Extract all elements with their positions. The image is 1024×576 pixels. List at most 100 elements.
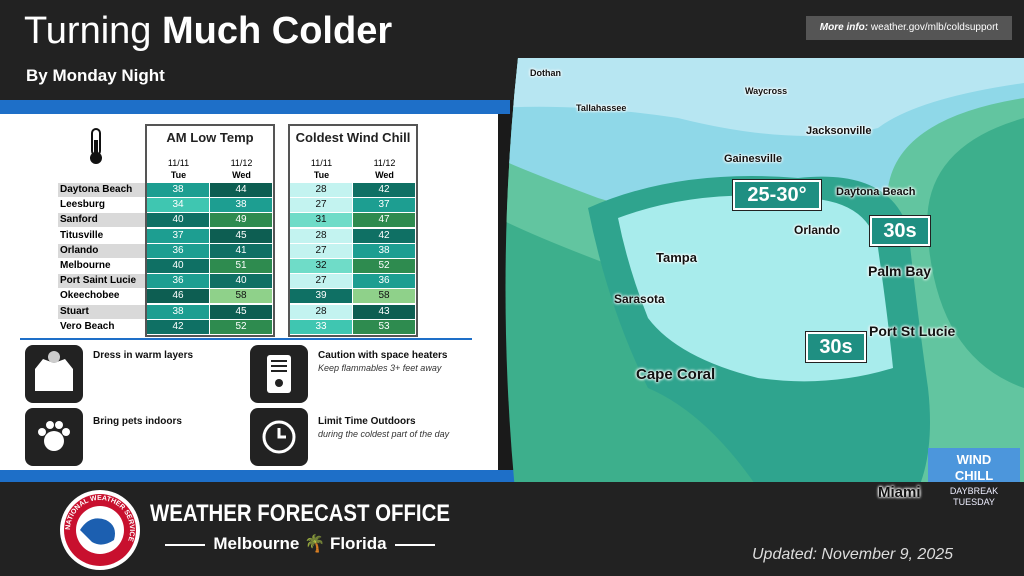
- more-info-url: weather.gov/mlb/coldsupport: [870, 22, 999, 33]
- value-cell: 40: [147, 259, 209, 273]
- city-name: Melbourne: [58, 259, 145, 273]
- legend-text: TUESDAY: [953, 497, 995, 507]
- city-name: Daytona Beach: [58, 183, 145, 197]
- value-cell: 36: [353, 274, 415, 289]
- value-cell: 38: [210, 198, 272, 213]
- value-cell: 43: [353, 304, 415, 319]
- place-label: Dothan: [530, 68, 561, 78]
- more-info-label: More info:: [819, 22, 869, 33]
- value-cell: 36: [147, 243, 209, 258]
- city-name: Sanford: [58, 213, 145, 228]
- value-cell: 40: [147, 213, 209, 228]
- value-cell: 45: [210, 304, 272, 319]
- group-box: [288, 124, 418, 337]
- value-cell: 32: [290, 259, 352, 273]
- city-name: Okeechobee: [58, 289, 145, 304]
- value-cell: 40: [210, 274, 272, 289]
- value-cell: 41: [210, 243, 272, 258]
- value-cell: 36: [147, 274, 209, 289]
- subtitle: By Monday Night: [26, 66, 165, 85]
- value-cell: 52: [210, 319, 272, 334]
- place-label: Cape Coral: [636, 366, 716, 383]
- place-label: Gainesville: [724, 153, 783, 165]
- col-day: Tue: [170, 170, 187, 180]
- place-label: Miami: [878, 484, 921, 501]
- office: WEATHER FORECAST OFFICE: [150, 500, 450, 527]
- icon-jacket: [25, 345, 83, 403]
- city-name: Orlando: [58, 243, 145, 258]
- group-title: Coldest Wind Chill: [295, 130, 411, 145]
- tip-title: Dress in warm layers: [93, 350, 194, 361]
- footer-band: [0, 482, 1024, 576]
- title-light: Turning: [24, 10, 152, 52]
- icon-heater: [250, 345, 308, 403]
- col-day: Tue: [313, 170, 330, 180]
- value-cell: 44: [210, 183, 272, 197]
- place-label: Waycross: [745, 86, 788, 96]
- tip-title: Caution with space heaters: [318, 350, 448, 361]
- title: Turning Much Colder: [24, 10, 392, 53]
- value-cell: 28: [290, 228, 352, 243]
- icon-clock: [250, 408, 308, 466]
- divider: [20, 338, 472, 340]
- value-cell: 58: [210, 289, 272, 304]
- tip-detail: Keep flammables 3+ feet away: [318, 363, 442, 373]
- value-cell: 38: [353, 243, 415, 258]
- value-cell: 46: [147, 289, 209, 304]
- value-cell: 52: [353, 259, 415, 273]
- office-location: Melbourne 🌴 Florida: [160, 534, 440, 554]
- value-cell: 27: [290, 243, 352, 258]
- state: Florida: [329, 534, 387, 553]
- temp-badge: 30s: [869, 215, 931, 247]
- group-title: AM Low Temp: [166, 130, 254, 145]
- city-name: Stuart: [58, 304, 145, 319]
- value-cell: 39: [290, 289, 352, 304]
- place-label: Jacksonville: [806, 125, 872, 137]
- map: [505, 58, 1024, 520]
- place-label: Daytona Beach: [836, 186, 916, 198]
- value-cell: 28: [290, 183, 352, 197]
- thermometer-icon: [90, 128, 102, 164]
- value-cell: 45: [210, 228, 272, 243]
- value-cell: 37: [147, 228, 209, 243]
- value-cell: 31: [290, 213, 352, 228]
- icon-paw: [25, 408, 83, 466]
- city-name: Vero Beach: [58, 319, 145, 334]
- updated: Updated: November 9, 2025: [752, 546, 954, 563]
- tip-title: Bring pets indoors: [93, 416, 182, 427]
- legend-text: DAYBREAK: [949, 486, 999, 496]
- place-label: Tampa: [656, 250, 697, 265]
- title-bold: Much Colder: [162, 10, 393, 52]
- value-cell: 42: [147, 319, 209, 334]
- temp-badge: 30s: [805, 331, 867, 363]
- place-label: Port St Lucie: [869, 323, 956, 339]
- value-cell: 27: [290, 198, 352, 213]
- place-label: Sarasota: [614, 292, 665, 306]
- col-date: 11/12: [230, 158, 253, 168]
- value-cell: 38: [147, 304, 209, 319]
- value-cell: 47: [353, 213, 415, 228]
- group-box: [145, 124, 275, 337]
- value-cell: 27: [290, 274, 352, 289]
- city-name: Port Saint Lucie: [58, 274, 145, 289]
- value-cell: 42: [353, 228, 415, 243]
- temp-badge: 25-30°: [732, 179, 822, 211]
- value-cell: 42: [353, 183, 415, 197]
- value-cell: 58: [353, 289, 415, 304]
- more-info: More info: weather.gov/mlb/coldsupport: [806, 16, 1012, 40]
- value-cell: 51: [210, 259, 272, 273]
- tip-title: Limit Time Outdoors: [318, 416, 416, 427]
- value-cell: 33: [290, 319, 352, 334]
- stripe: [0, 100, 510, 114]
- value-cell: 49: [210, 213, 272, 228]
- col-date: 11/11: [167, 158, 190, 168]
- place-label: Orlando: [794, 223, 841, 237]
- nws-logo: NATIONAL WEATHER SERVICE: [60, 490, 140, 570]
- tip-detail: during the coldest part of the day: [318, 429, 450, 439]
- place-label: Palm Bay: [868, 263, 932, 279]
- legend-text: WIND: [956, 452, 992, 467]
- city: Melbourne: [213, 534, 300, 553]
- value-cell: 34: [147, 198, 209, 213]
- value-cell: 28: [290, 304, 352, 319]
